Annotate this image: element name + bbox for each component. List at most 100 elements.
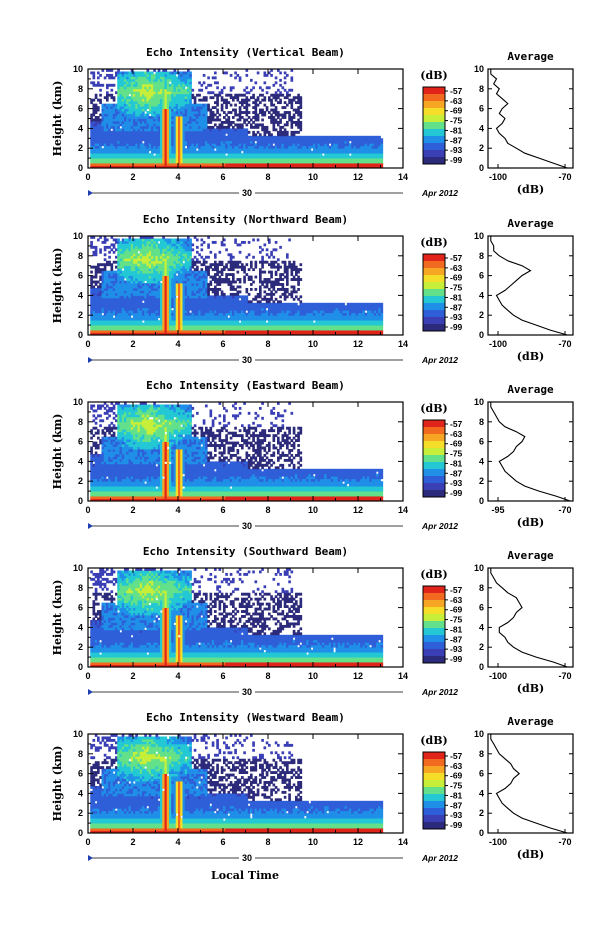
- heatmap-cell: [157, 305, 161, 309]
- heatmap-cell: [202, 118, 206, 122]
- heatmap-cell: [155, 253, 159, 257]
- heatmap-cell: [279, 163, 282, 166]
- heatmap-cell: [133, 320, 136, 324]
- heatmap-cell: [160, 265, 163, 269]
- heatmap-cell: [263, 96, 267, 100]
- heatmap-cell: [274, 150, 278, 154]
- heatmap-cell: [169, 145, 172, 149]
- heatmap-cell: [184, 160, 188, 164]
- heatmap-cell: [232, 148, 235, 152]
- colorbar-segment: [423, 115, 445, 123]
- heatmap-cell: [124, 275, 127, 279]
- heatmap-cell: [346, 163, 350, 166]
- heatmap-cell: [119, 255, 123, 259]
- heatmap-cell: [106, 292, 109, 296]
- heatmap-cell: [121, 238, 125, 242]
- heatmap-cell: [286, 150, 289, 154]
- heatmap-cell: [180, 330, 183, 333]
- heatmap-cell: [263, 153, 267, 157]
- heatmap-cell: [238, 138, 242, 142]
- heatmap-cell: [157, 278, 161, 281]
- heatmap-cell: [97, 153, 100, 157]
- heatmap-cell: [121, 297, 125, 301]
- heatmap-cell: [153, 295, 156, 299]
- heatmap-cell: [133, 322, 136, 326]
- heatmap-cell: [139, 317, 143, 321]
- heatmap-cell: [139, 315, 143, 319]
- heatmap-cell: [144, 148, 147, 152]
- heatmap-cell: [225, 106, 228, 110]
- heatmap-cell: [283, 135, 287, 139]
- heatmap-cell: [306, 145, 309, 149]
- heatmap-cell: [153, 292, 156, 296]
- heatmap-cell: [202, 81, 206, 85]
- heatmap-cell: [218, 150, 222, 154]
- heatmap-cell: [135, 300, 138, 304]
- heatmap-cell: [151, 153, 154, 157]
- heatmap-cell: [146, 327, 150, 331]
- heatmap-cell: [202, 153, 206, 157]
- heatmap-cell: [198, 111, 201, 114]
- heatmap-cell: [153, 332, 156, 336]
- heatmap-cell: [144, 153, 147, 157]
- heatmap-cell: [121, 123, 125, 127]
- heatmap-cell: [351, 163, 354, 166]
- heatmap-cell: [151, 73, 154, 77]
- heatmap-cell: [173, 155, 177, 159]
- heatmap-cell: [108, 106, 111, 110]
- heatmap-cell: [92, 325, 96, 328]
- heatmap-cell: [169, 273, 172, 277]
- heatmap-cell: [175, 133, 179, 137]
- heatmap-cell: [376, 148, 379, 152]
- heatmap-cell: [162, 253, 165, 257]
- heatmap-cell: [144, 125, 147, 129]
- heatmap-cell: [171, 120, 174, 124]
- heatmap-cell: [223, 145, 226, 149]
- heatmap-cell: [137, 138, 141, 142]
- heatmap-cell: [126, 101, 129, 105]
- heatmap-cell: [108, 255, 111, 259]
- heatmap-cell: [229, 140, 233, 144]
- heatmap-cell: [119, 81, 123, 85]
- heatmap-cell: [162, 325, 165, 328]
- heatmap-cell: [144, 283, 147, 286]
- heatmap-cell: [169, 258, 172, 262]
- heatmap-cell: [112, 307, 116, 311]
- heatmap-cell: [173, 327, 177, 331]
- heatmap-cell: [139, 270, 143, 274]
- heatmap-cell: [101, 123, 105, 127]
- heatmap-cell: [250, 158, 253, 161]
- heatmap-cell: [292, 145, 296, 149]
- heatmap-cell: [202, 163, 206, 166]
- heatmap-cell: [196, 140, 199, 144]
- heatmap-cell: [101, 263, 105, 267]
- heatmap-cell: [182, 150, 186, 154]
- heatmap-cell: [254, 150, 258, 154]
- heatmap-cell: [119, 273, 123, 277]
- heatmap-cell: [121, 302, 125, 306]
- heatmap-cell: [175, 278, 179, 281]
- heatmap-cell: [349, 160, 352, 164]
- heatmap-cell: [175, 78, 179, 82]
- heatmap-cell: [137, 96, 141, 100]
- heatmap-cell: [162, 300, 165, 304]
- heatmap-cell: [153, 93, 156, 97]
- heatmap-cell: [164, 292, 168, 296]
- heatmap-cell: [256, 96, 260, 100]
- heatmap-cell: [160, 332, 163, 336]
- heatmap-cell: [130, 275, 134, 279]
- heatmap-cell: [144, 78, 147, 82]
- heatmap-cell: [124, 135, 127, 139]
- heatmap-cell: [211, 116, 215, 119]
- heatmap-cell: [292, 130, 296, 134]
- heatmap-cell: [155, 163, 159, 166]
- heatmap-cell: [135, 120, 138, 124]
- heatmap-cell: [121, 250, 125, 254]
- heatmap-cell: [189, 123, 192, 127]
- heatmap-cell: [106, 317, 109, 321]
- heatmap-cell: [173, 248, 177, 252]
- heatmap-cell: [103, 128, 107, 132]
- heatmap-cell: [274, 120, 278, 124]
- heatmap-cell: [238, 125, 242, 129]
- heatmap-cell: [340, 163, 343, 166]
